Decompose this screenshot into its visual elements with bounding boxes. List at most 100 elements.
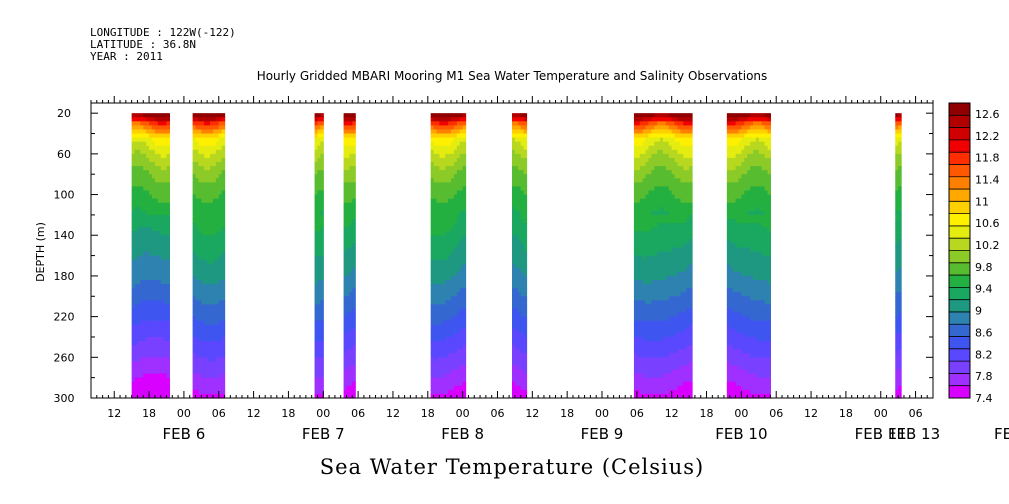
heatmap-cell [462,214,467,220]
heatmap-cell [512,178,516,183]
heatmap-cell [668,308,673,314]
heatmap-cell [352,125,356,131]
heatmap-cell [143,214,147,220]
heatmap-cell [512,312,516,318]
heatmap-cell [198,141,202,147]
heatmap-cell [651,389,655,395]
heatmap-cell [149,145,153,151]
heatmap-cell [320,324,324,330]
heatmap-cell [204,377,208,383]
heatmap-cell [346,251,350,257]
heatmap-cell [131,381,136,387]
heatmap-cell [317,239,321,244]
heatmap-cell [346,255,350,261]
heatmap-cell [430,121,435,126]
heatmap-cell [689,308,693,314]
heatmap-cell [729,308,734,314]
heatmap-cell [149,255,153,261]
heatmap-cell [346,162,350,167]
heatmap-cell [512,300,516,306]
heatmap-cell [677,247,681,253]
heatmap-cell [212,182,217,188]
heatmap-cell [668,357,673,362]
heatmap-cell [514,284,519,289]
heatmap-cell [134,349,139,354]
heatmap-cell [633,137,638,143]
heatmap-cell [633,308,638,314]
heatmap-cell [207,292,211,297]
heatmap-cell [648,328,652,334]
heatmap-cell [520,137,525,143]
heatmap-cell [151,231,156,236]
heatmap-cell [729,377,734,383]
heatmap-cell [146,206,150,212]
data-segment [726,113,771,399]
heatmap-cell [195,141,200,147]
heatmap-cell [314,194,319,200]
heatmap-cell [163,162,168,167]
heatmap-cell [157,300,162,306]
heatmap-cell [314,239,319,244]
heatmap-cell [343,336,348,342]
heatmap-cell [160,149,165,155]
heatmap-cell [654,345,658,350]
heatmap-cell [651,259,655,265]
heatmap-cell [732,145,737,151]
heatmap-cell [317,117,321,122]
heatmap-cell [520,284,525,289]
heatmap-cell [445,117,449,122]
heatmap-cell [651,210,655,216]
heatmap-cell [346,280,350,285]
heatmap-cell [146,389,150,395]
heatmap-cell [729,320,734,326]
heatmap-cell [146,186,150,192]
heatmap-cell [317,255,321,261]
heatmap-cell [520,369,525,375]
heatmap-cell [523,284,528,289]
heatmap-cell [154,243,159,249]
heatmap-cell [456,324,461,330]
heatmap-cell [677,218,681,224]
heatmap-cell [636,365,641,371]
heatmap-cell [512,182,516,188]
heatmap-cell [648,304,652,310]
heatmap-cell [462,149,467,155]
heatmap-cell [433,336,438,342]
heatmap-cell [654,227,658,232]
heatmap-cell [639,304,644,310]
heatmap-cell [212,149,217,155]
heatmap-cell [726,284,731,289]
heatmap-cell [436,223,441,228]
heatmap-cell [221,263,226,269]
heatmap-cell [648,125,652,131]
heatmap-cell [459,316,464,322]
heatmap-cell [317,153,321,159]
heatmap-cell [514,251,519,257]
heatmap-cell [448,377,452,383]
heatmap-cell [314,141,319,147]
heatmap-cell [436,210,441,216]
heatmap-cell [349,373,353,379]
heatmap-cell [343,320,348,326]
heatmap-cell [433,186,438,192]
heatmap-cell [456,345,461,350]
heatmap-cell [140,162,144,167]
heatmap-cell [456,316,461,322]
heatmap-cell [221,227,226,232]
heatmap-cell [453,300,458,306]
heatmap-cell [192,369,197,375]
heatmap-cell [668,231,673,236]
heatmap-cell [680,190,684,196]
heatmap-cell [160,365,165,371]
heatmap-cell [639,129,644,135]
heatmap-cell [642,210,647,216]
heatmap-cell [462,280,467,285]
heatmap-cell [448,393,452,399]
heatmap-cell [212,243,217,249]
heatmap-cell [352,251,356,257]
heatmap-cell [201,267,205,273]
heatmap-cell [143,174,147,179]
heatmap-cell [218,202,223,208]
heatmap-cell [346,328,350,334]
heatmap-cell [639,174,644,179]
